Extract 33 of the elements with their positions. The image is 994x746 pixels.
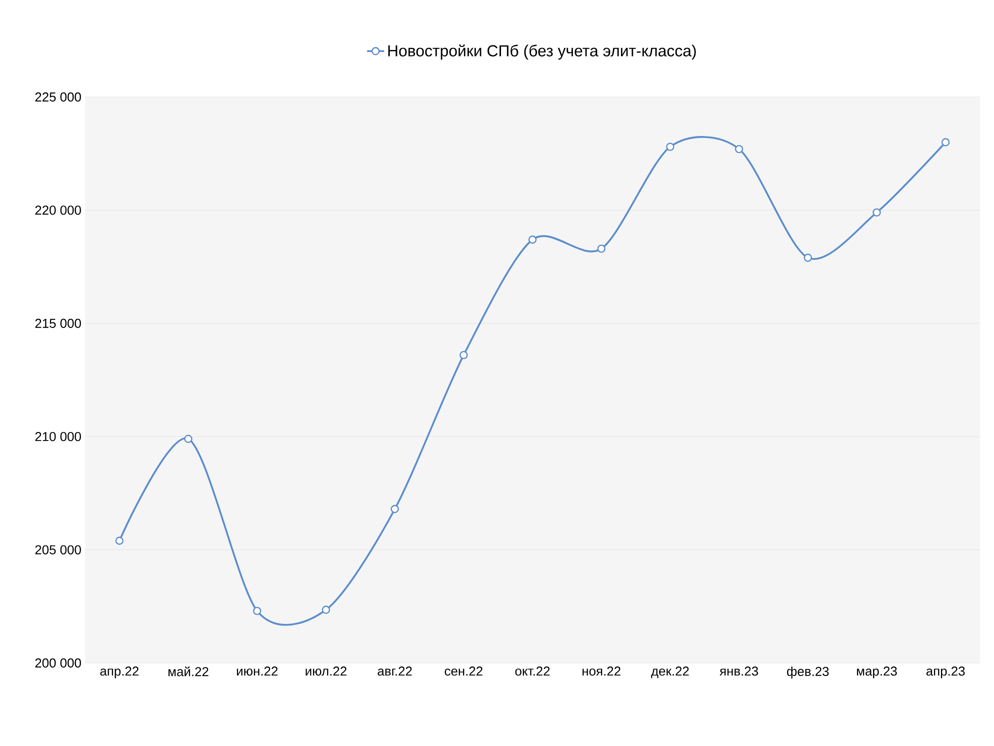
x-tick-label: фев.23 bbox=[787, 666, 829, 679]
x-tick-label: ноя.22 bbox=[582, 666, 620, 676]
legend-label: Новостройки СПб (без учета элит-класса) bbox=[388, 44, 696, 60]
y-tick-label: 215 000 bbox=[35, 318, 81, 328]
x-tick-label: янв.23 bbox=[720, 666, 758, 676]
point bbox=[666, 142, 674, 151]
x-tick-label: апр.23 bbox=[926, 666, 965, 678]
point bbox=[804, 254, 812, 262]
y-tick-label: 210 000 bbox=[35, 432, 81, 442]
point bbox=[390, 504, 399, 514]
point bbox=[460, 350, 468, 360]
x-tick-label: дек.22 bbox=[651, 666, 689, 678]
x-tick-label: май.22 bbox=[168, 666, 208, 676]
point bbox=[322, 606, 330, 614]
y-tick-label: 220 000 bbox=[35, 206, 81, 215]
x-tick-label: окт.22 bbox=[515, 666, 550, 676]
point bbox=[253, 606, 262, 616]
point bbox=[528, 236, 537, 244]
x-tick-label: авг.22 bbox=[378, 666, 412, 676]
point bbox=[941, 138, 950, 146]
x-tick-label: июл.22 bbox=[306, 666, 346, 676]
x-tick-label: сен.22 bbox=[444, 666, 482, 676]
point bbox=[734, 144, 744, 154]
x-tick-label: мар.23 bbox=[856, 666, 897, 678]
point bbox=[597, 244, 606, 253]
point bbox=[872, 208, 881, 217]
point bbox=[115, 536, 124, 545]
y-tick-label: 200 000 bbox=[35, 658, 81, 668]
point bbox=[184, 434, 192, 443]
x-tick-label: июн.22 bbox=[236, 666, 278, 676]
y-tick-label: 225 000 bbox=[35, 92, 81, 102]
y-tick-label: 205 000 bbox=[35, 545, 81, 554]
x-tick-label: апр.22 bbox=[100, 666, 138, 678]
